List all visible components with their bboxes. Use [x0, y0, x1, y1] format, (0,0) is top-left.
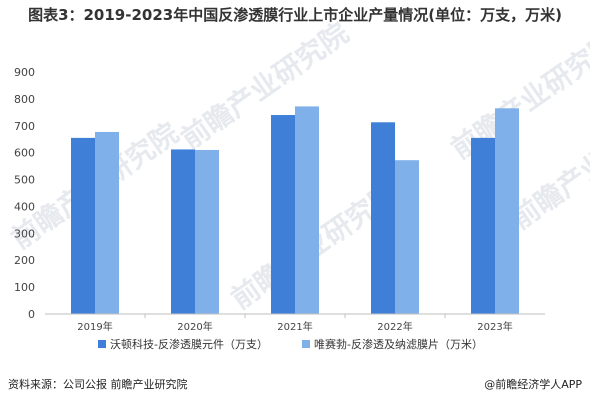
chart-title: 图表3：2019-2023年中国反渗透膜行业上市企业产量情况(单位：万支，万米) [28, 6, 562, 24]
y-tick-label: 800 [14, 93, 35, 106]
y-tick-label: 100 [14, 281, 35, 294]
bar-weisaibo-4 [495, 108, 519, 314]
bar-wharton-4 [471, 137, 495, 314]
y-tick-label: 400 [14, 200, 35, 213]
legend-swatch [98, 340, 106, 348]
bar-wharton-3 [371, 122, 395, 314]
y-tick-label: 0 [28, 308, 35, 321]
watermark-text: 前瞻产业研究院 [175, 16, 354, 155]
y-tick-label: 200 [14, 254, 35, 267]
x-tick-label: 2020年 [177, 320, 212, 333]
bar-weisaibo-2 [295, 106, 319, 314]
source-note: 资料来源：公司公报 前瞻产业研究院 [8, 378, 188, 391]
bar-wharton-2 [271, 115, 295, 315]
bar-weisaibo-1 [195, 149, 219, 314]
legend-label: 沃顿科技-反渗透膜元件（万支） [110, 337, 268, 351]
x-tick-label: 2021年 [277, 320, 312, 333]
y-tick-label: 900 [14, 66, 35, 79]
y-tick-label: 700 [14, 120, 35, 133]
bar-wharton-1 [171, 149, 195, 314]
y-tick-label: 300 [14, 227, 35, 240]
legend-label: 唯赛勃-反渗透及纳滤膜片（万米） [314, 337, 483, 351]
x-tick-label: 2022年 [377, 320, 412, 333]
bar-wharton-0 [71, 137, 95, 314]
legend-swatch [302, 340, 310, 348]
brand-note: @前瞻经济学人APP [484, 378, 582, 391]
bar-weisaibo-0 [95, 131, 119, 314]
x-tick-label: 2023年 [477, 320, 512, 333]
y-tick-label: 600 [14, 147, 35, 160]
y-tick-label: 500 [14, 174, 35, 187]
bar-weisaibo-3 [395, 160, 419, 314]
x-tick-label: 2019年 [77, 320, 112, 333]
